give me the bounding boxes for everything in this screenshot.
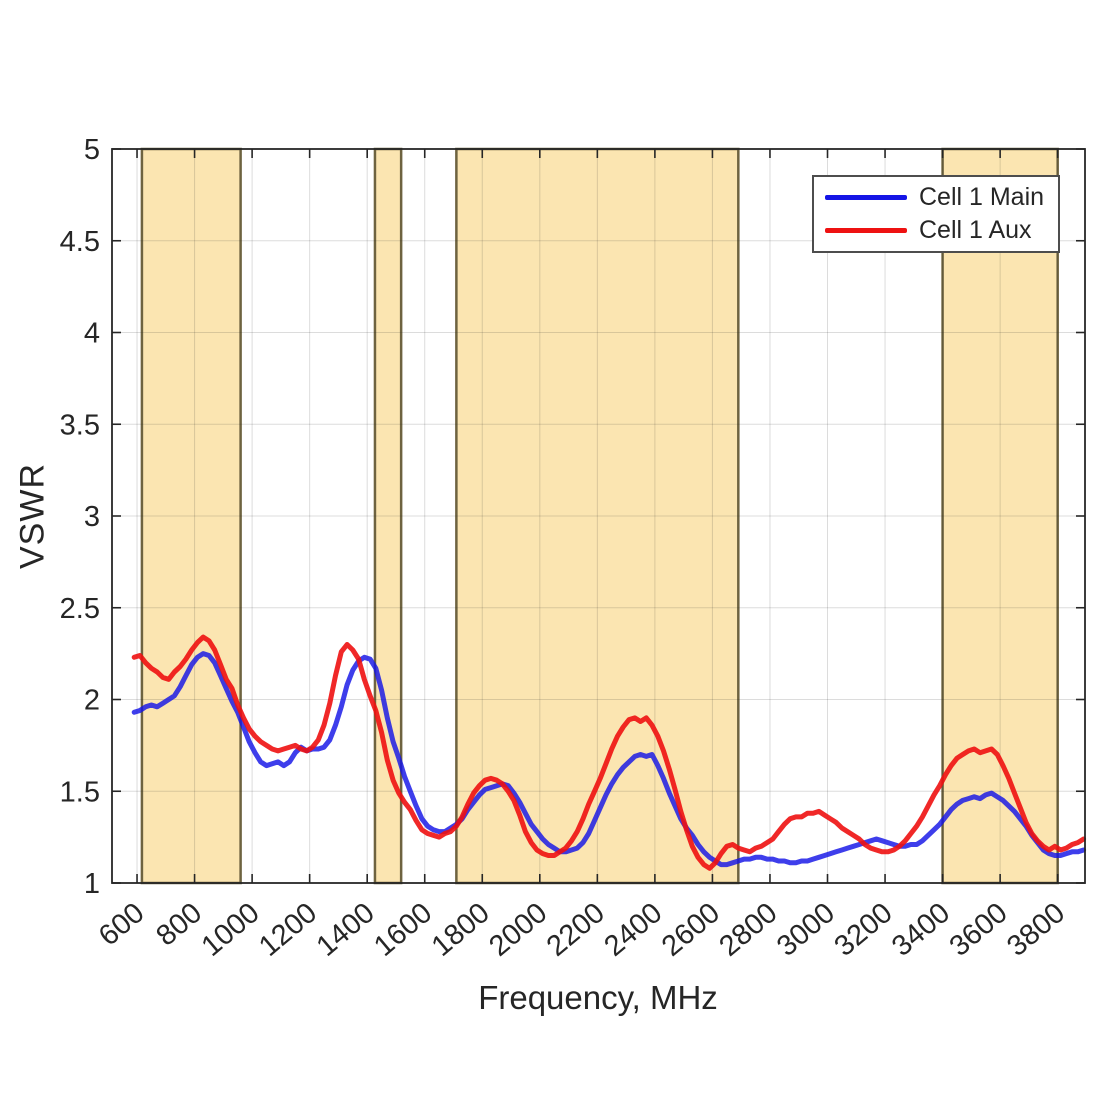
legend-line-swatch-aux — [825, 228, 907, 233]
y-tick-label: 5 — [84, 134, 100, 166]
y-tick-label: 1.5 — [60, 776, 100, 808]
y-axis-label: VSWR — [13, 463, 52, 569]
x-tick-label: 1800 — [426, 897, 496, 963]
x-tick-label: 2400 — [598, 897, 668, 963]
x-tick-label: 3800 — [1001, 897, 1071, 963]
x-tick-label: 2600 — [656, 897, 726, 963]
x-tick-label: 2800 — [713, 897, 783, 963]
curve-cell-1-aux — [131, 634, 1087, 871]
legend-item-main: Cell 1 Main — [814, 185, 1058, 210]
legend-item-aux: Cell 1 Aux — [814, 218, 1058, 243]
x-tick-label: 1000 — [196, 897, 266, 963]
x-tick-label: 3400 — [886, 897, 956, 963]
plot-border — [111, 148, 1086, 884]
highlight-band — [140, 147, 242, 885]
x-tick-label: 3600 — [944, 897, 1014, 963]
x-tick-label: 3000 — [771, 897, 841, 963]
legend-line-swatch-main — [825, 195, 907, 200]
x-tick-label: 600 — [93, 897, 151, 953]
legend-label-main: Cell 1 Main — [919, 183, 1045, 211]
x-axis-label: Frequency, MHz — [478, 979, 718, 1016]
y-tick-label: 3.5 — [60, 409, 100, 441]
x-tick-label: 1600 — [368, 897, 438, 963]
y-tick-label: 2 — [84, 685, 100, 717]
legend-label-aux: Cell 1 Aux — [919, 216, 1032, 244]
x-tick-label: 2000 — [483, 897, 553, 963]
curve-cell-1-main — [131, 651, 1087, 868]
x-tick-label: 1200 — [253, 897, 323, 963]
x-tick-label: 3200 — [829, 897, 899, 963]
y-tick-label: 2.5 — [60, 593, 100, 625]
legend: Cell 1 Main Cell 1 Aux — [812, 175, 1060, 253]
y-tick-label: 1 — [84, 868, 100, 900]
x-tick-label: 2200 — [541, 897, 611, 963]
y-tick-label: 3 — [84, 501, 100, 533]
y-tick-label: 4 — [84, 318, 100, 350]
x-tick-label: 1400 — [311, 897, 381, 963]
y-tick-label: 4.5 — [60, 226, 100, 258]
